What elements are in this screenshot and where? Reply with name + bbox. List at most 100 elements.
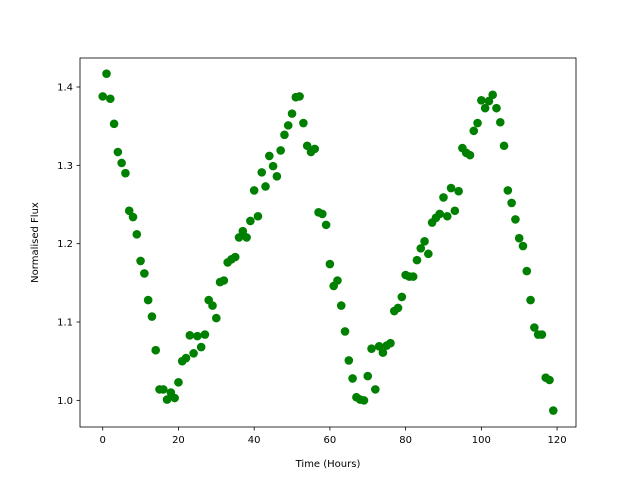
data-point xyxy=(147,312,157,321)
data-point xyxy=(348,374,357,383)
data-point xyxy=(162,395,172,404)
x-axis-label: Time (Hours) xyxy=(295,459,361,470)
data-point xyxy=(140,269,149,278)
data-point xyxy=(386,338,395,348)
x-tick-label: 80 xyxy=(399,435,412,446)
data-point xyxy=(295,92,304,101)
data-point xyxy=(336,301,346,310)
data-point xyxy=(287,109,297,118)
data-point xyxy=(424,249,433,259)
data-point xyxy=(416,244,426,253)
data-point xyxy=(446,183,456,193)
x-tick-label: 120 xyxy=(548,435,567,446)
data-point xyxy=(537,330,547,339)
data-point xyxy=(208,301,217,310)
data-point xyxy=(246,216,255,226)
data-point xyxy=(200,330,210,339)
y-tick-label: 1.0 xyxy=(57,396,73,407)
x-tick-label: 40 xyxy=(248,435,261,446)
data-point xyxy=(121,168,130,178)
data-point xyxy=(450,206,460,216)
data-point xyxy=(268,161,278,171)
data-point xyxy=(219,276,229,285)
data-point xyxy=(465,150,475,160)
data-point xyxy=(469,126,479,136)
data-point xyxy=(136,256,145,266)
data-point xyxy=(473,118,482,128)
data-point xyxy=(439,193,448,202)
data-point xyxy=(514,233,524,243)
data-point xyxy=(374,342,384,351)
data-point xyxy=(302,141,312,151)
data-point xyxy=(545,375,554,385)
data-point xyxy=(128,212,138,222)
data-point xyxy=(408,272,418,281)
data-point xyxy=(526,295,535,305)
data-point xyxy=(185,331,195,340)
data-point xyxy=(344,356,354,365)
plot-frame xyxy=(79,57,577,428)
y-tick-label: 1.1 xyxy=(57,318,73,329)
data-point xyxy=(530,323,539,332)
data-point xyxy=(310,144,320,154)
data-point xyxy=(158,385,168,394)
data-point xyxy=(393,303,403,313)
data-point xyxy=(151,345,161,355)
data-point xyxy=(253,211,263,221)
data-point xyxy=(503,186,513,195)
data-point xyxy=(442,211,452,221)
x-tick-label: 0 xyxy=(100,435,106,446)
data-point xyxy=(367,344,376,353)
data-point xyxy=(230,252,240,262)
data-point xyxy=(412,255,422,265)
data-point xyxy=(193,331,202,341)
data-point xyxy=(113,147,123,157)
data-point xyxy=(371,385,380,394)
data-point xyxy=(454,186,463,196)
x-tick-label: 20 xyxy=(172,435,185,446)
y-tick-label: 1.4 xyxy=(57,82,73,93)
data-point xyxy=(234,233,244,242)
data-point xyxy=(333,276,342,285)
data-point xyxy=(522,266,532,276)
data-point xyxy=(174,378,183,387)
data-point xyxy=(102,69,111,78)
data-point xyxy=(321,220,331,230)
data-point xyxy=(397,292,407,302)
data-point xyxy=(378,348,388,357)
data-point xyxy=(363,371,373,381)
data-point xyxy=(280,130,289,140)
data-point xyxy=(257,168,267,177)
data-point xyxy=(283,121,293,130)
y-axis-label: Normalised Flux xyxy=(30,202,41,283)
data-point xyxy=(340,327,350,336)
data-point xyxy=(265,151,274,161)
data-point xyxy=(272,171,282,181)
data-point xyxy=(105,94,115,104)
data-point xyxy=(261,182,270,191)
x-tick-label: 100 xyxy=(472,435,491,446)
data-point xyxy=(189,349,198,358)
data-point xyxy=(124,206,134,216)
data-point xyxy=(511,215,520,224)
data-point xyxy=(249,186,259,195)
data-point xyxy=(480,103,490,113)
data-point xyxy=(170,393,179,403)
y-tick-label: 1.3 xyxy=(57,161,73,172)
data-point xyxy=(318,209,327,219)
data-point xyxy=(488,90,498,100)
data-point xyxy=(359,396,369,405)
data-point xyxy=(495,117,505,127)
data-point xyxy=(276,146,285,155)
data-point xyxy=(238,226,248,236)
data-point xyxy=(507,198,516,208)
data-point xyxy=(518,241,528,251)
data-point xyxy=(299,118,308,128)
data-point xyxy=(181,353,191,363)
data-point xyxy=(143,295,153,305)
data-point xyxy=(196,342,206,352)
data-point xyxy=(499,141,509,151)
data-point xyxy=(477,96,486,105)
